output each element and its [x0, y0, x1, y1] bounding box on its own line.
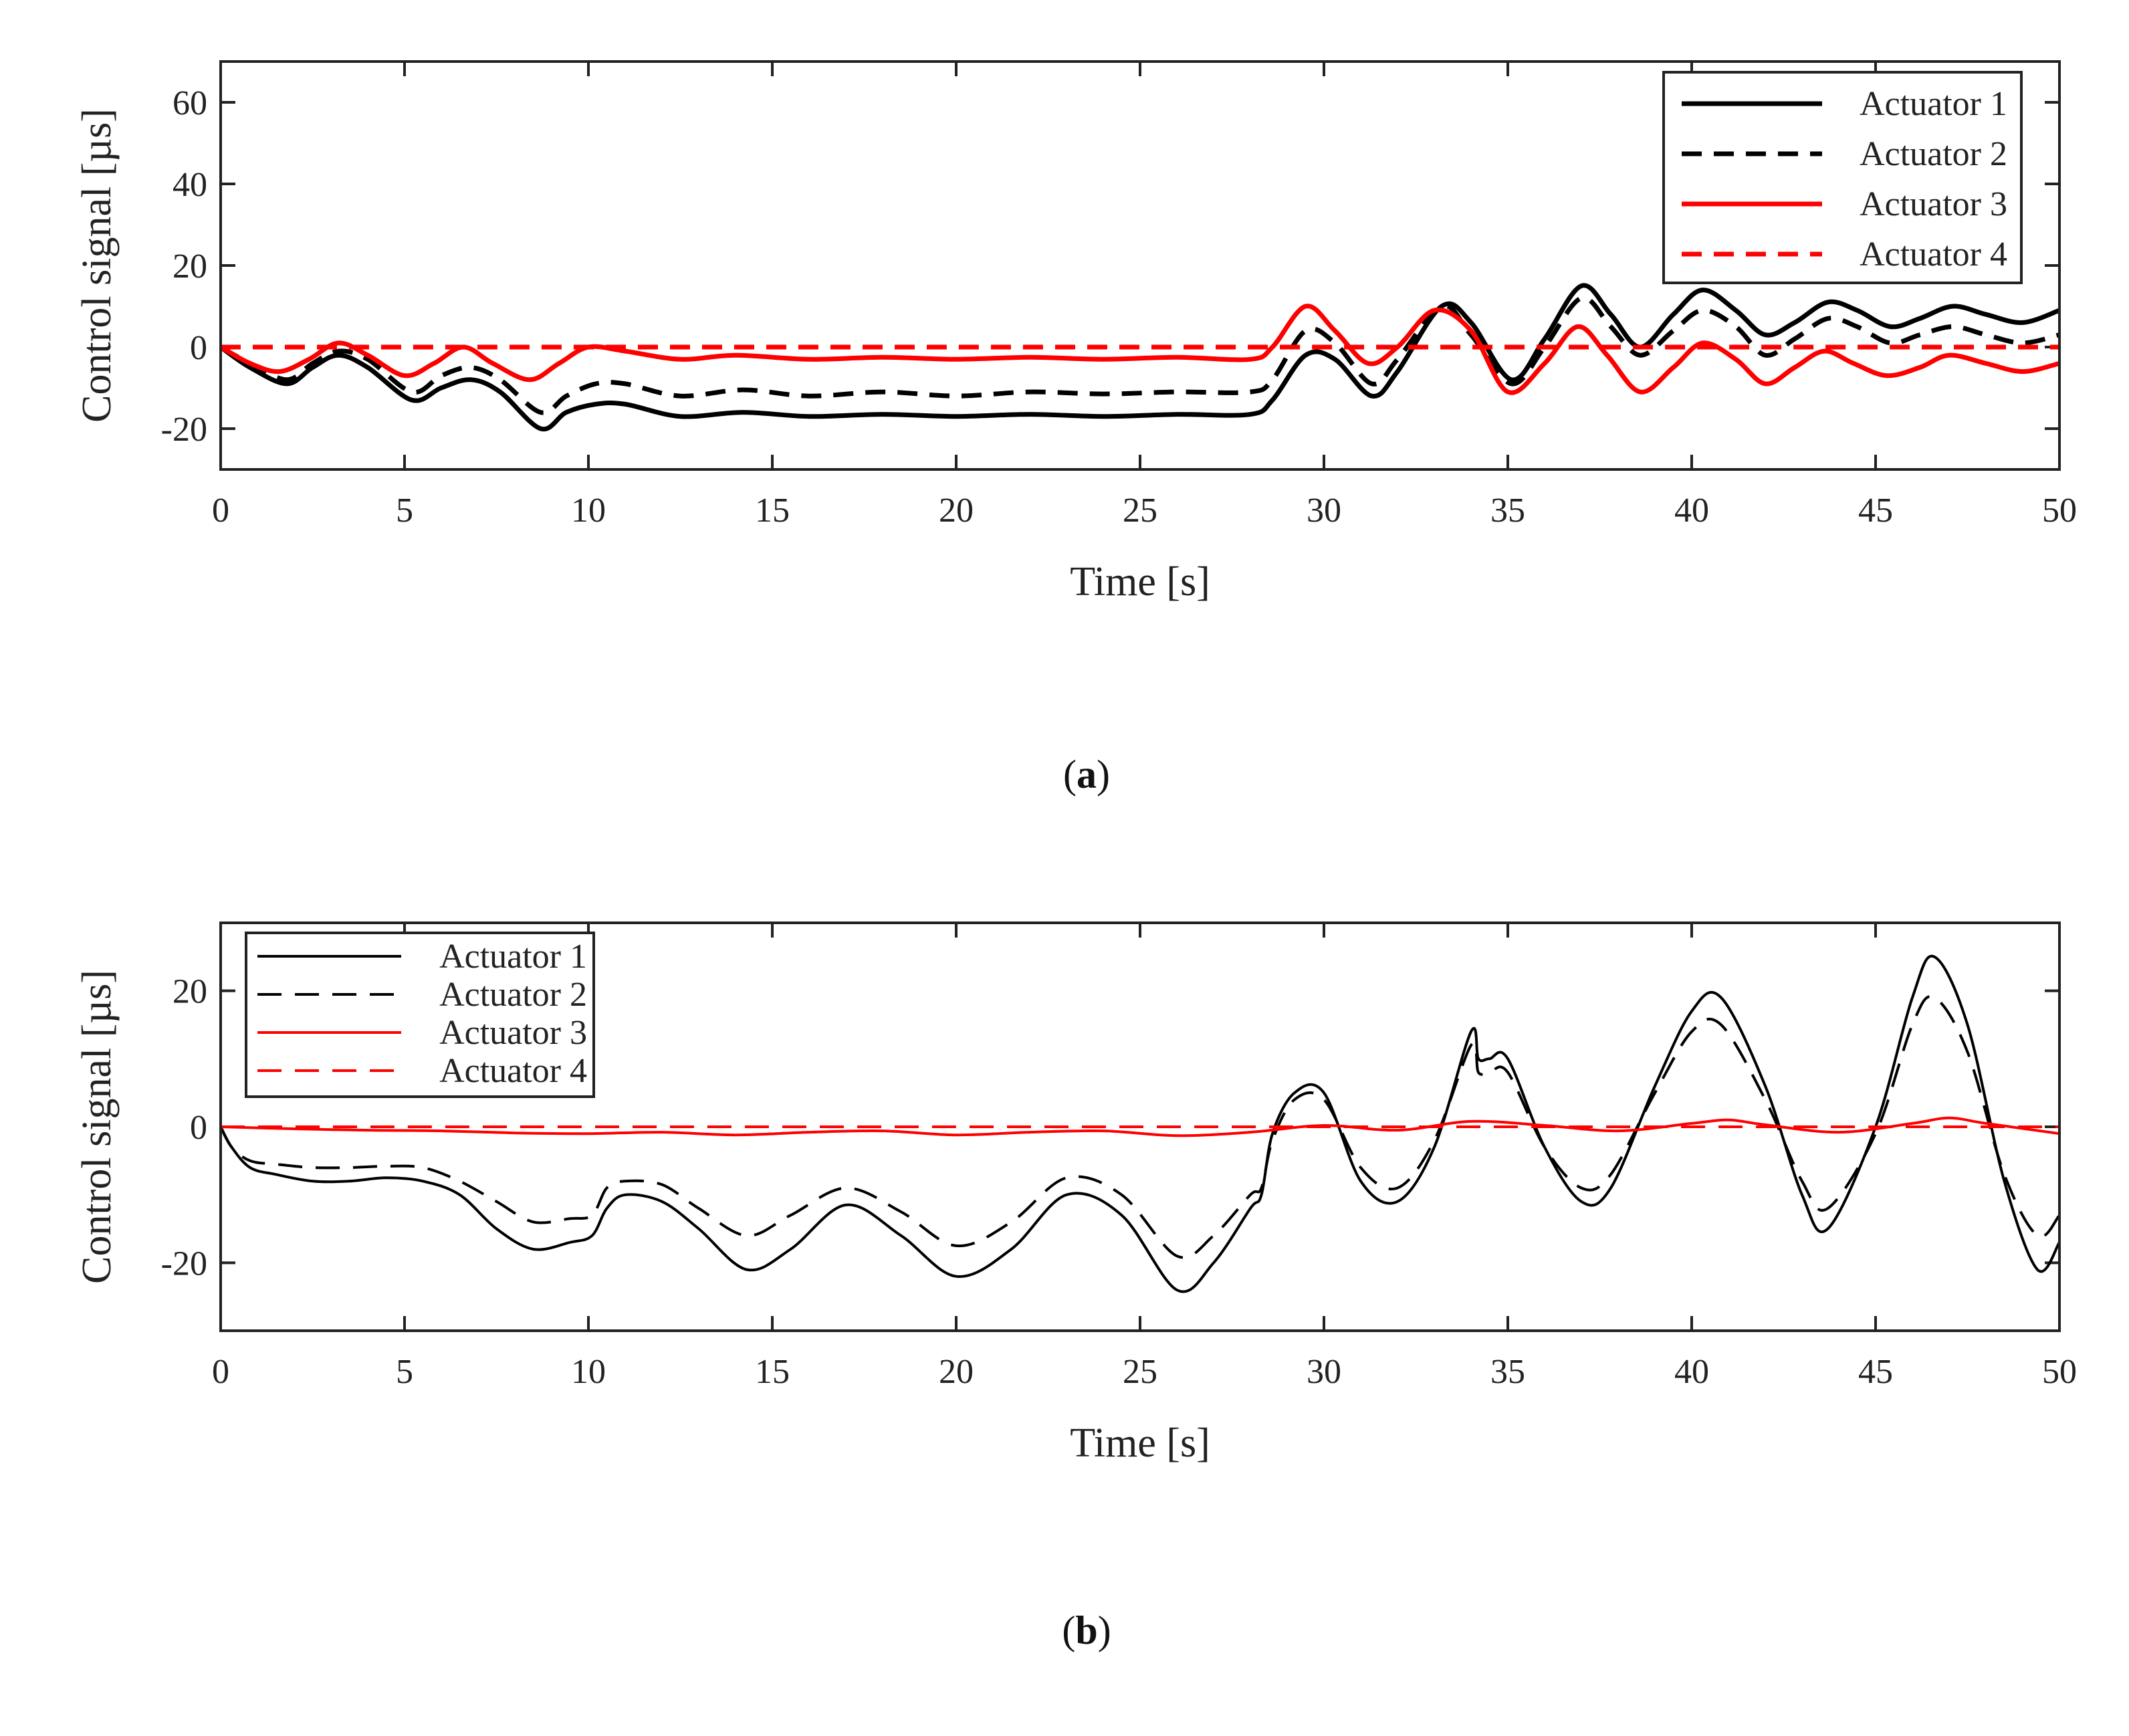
panel-b-caption: (b) [1062, 1608, 1111, 1652]
panel-a-legend-label-actuator-4: Actuator 4 [1860, 235, 2007, 274]
x-tick-label: 20 [939, 492, 974, 530]
x-tick-label: 30 [1307, 492, 1341, 530]
panel-a-caption: (a) [1063, 752, 1110, 796]
panel-b-legend-label-actuator-3: Actuator 3 [439, 1014, 587, 1052]
panel-a-legend-label-actuator-2: Actuator 2 [1860, 135, 2007, 173]
y-tick-label: -20 [161, 411, 207, 449]
x-tick-label: 10 [571, 1353, 606, 1391]
panel-b-legend-label-actuator-2: Actuator 2 [439, 976, 587, 1014]
x-tick-label: 35 [1490, 492, 1525, 530]
x-tick-label: 35 [1490, 1353, 1525, 1391]
panel-b-y-axis-label: Control signal [µs] [74, 970, 120, 1284]
series-line-actuator-1 [219, 283, 2061, 432]
panel-b-legend-label-actuator-1: Actuator 1 [439, 938, 587, 976]
series-line-actuator-3 [219, 304, 2060, 395]
panel-b-x-axis-label: Time [s] [1070, 1420, 1210, 1466]
x-tick-label: 0 [212, 1353, 229, 1391]
panel-b-legend: Actuator 1 Actuator 2 Actuator 3 Actuato… [245, 932, 595, 1098]
x-tick-label: 5 [396, 492, 413, 530]
series-line-actuator-1 [219, 954, 2061, 1293]
panel-b-series [219, 954, 2061, 1293]
x-tick-label: 50 [2042, 492, 2077, 530]
panel-b: 0 5 10 15 20 25 30 35 40 45 50 -20 0 20 Time [s] Cont… [74, 921, 2077, 1652]
x-tick-label: 40 [1674, 1353, 1709, 1391]
panel-b-legend-label-actuator-4: Actuator 4 [439, 1052, 587, 1090]
panel-a-tick-labels: 0 5 10 15 20 25 30 35 40 45 50 -20 0 20 40 60 [161, 84, 2077, 530]
x-tick-label: 15 [755, 492, 790, 530]
y-tick-label: 0 [190, 329, 207, 367]
panel-a-legend-label-actuator-1: Actuator 1 [1860, 85, 2007, 123]
x-tick-label: 15 [755, 1353, 790, 1391]
panel-a-legend-label-actuator-3: Actuator 3 [1860, 185, 2007, 223]
x-tick-label: 25 [1123, 492, 1157, 530]
panel-b-tick-labels: 0 5 10 15 20 25 30 35 40 45 50 -20 0 20 [161, 973, 2077, 1391]
panel-a-axes-frame [219, 60, 2061, 471]
panel-a-legend-box [1662, 71, 2023, 284]
panel-a-legend: Actuator 1 Actuator 2 Actuator 3 Actuato… [1662, 71, 2023, 284]
panel-a-y-axis-label: Control signal [µs] [74, 108, 120, 423]
x-tick-label: 45 [1858, 1353, 1893, 1391]
series-line-actuator-2 [219, 295, 2060, 415]
x-tick-label: 20 [939, 1353, 974, 1391]
panel-a-x-axis-label: Time [s] [1070, 559, 1210, 605]
x-tick-label: 5 [396, 1353, 413, 1391]
x-tick-label: 10 [571, 492, 606, 530]
panel-b-axes-frame [219, 921, 2061, 1332]
x-tick-label: 45 [1858, 492, 1893, 530]
x-tick-label: 40 [1674, 492, 1709, 530]
x-tick-label: 30 [1307, 1353, 1341, 1391]
y-tick-label: 60 [173, 84, 207, 122]
y-tick-label: 20 [173, 247, 207, 286]
x-tick-label: 0 [212, 492, 229, 530]
x-tick-label: 50 [2042, 1353, 2077, 1391]
x-tick-label: 25 [1123, 1353, 1157, 1391]
panel-a-series [219, 283, 2061, 432]
y-tick-label: -20 [161, 1244, 207, 1283]
y-tick-label: 20 [173, 973, 207, 1011]
y-tick-label: 40 [173, 166, 207, 204]
series-line-actuator-2 [219, 995, 2061, 1259]
y-tick-label: 0 [190, 1109, 207, 1147]
